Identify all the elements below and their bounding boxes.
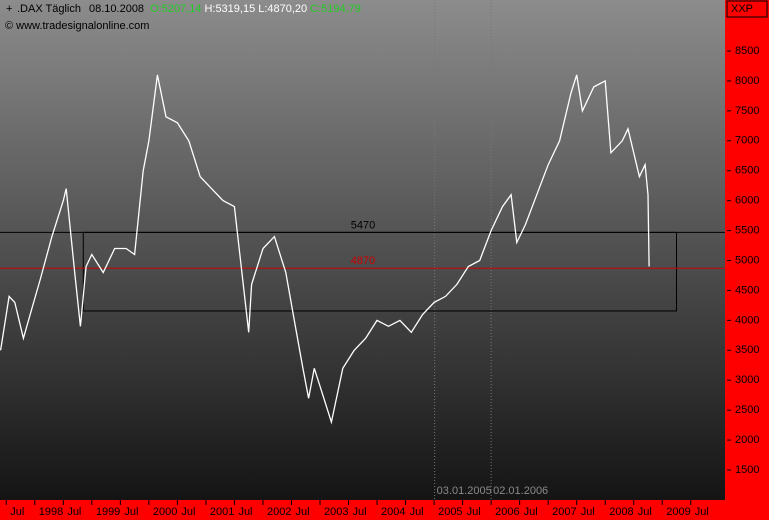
x-tick-label: Jul [238,506,252,518]
y-tick-label: 7000 [735,135,759,147]
x-tick-label: 1999 [96,506,120,518]
x-tick-label: Jul [295,506,309,518]
x-tick-label: 2001 [210,506,234,518]
y-tick-label: 1500 [735,464,759,476]
x-tick-label: 1998 [39,506,63,518]
y-tick-label: 5500 [735,224,759,236]
symbol: .DAX Täglich [17,3,81,15]
y-tick-label: 5000 [735,254,759,266]
x-tick-label: 2007 [552,506,576,518]
x-tick-label: Jul [467,506,481,518]
x-tick-label: Jul [524,506,538,518]
header: .DAX Täglich 08.10.2008 O:5207,14 H:5319,15… [17,3,361,15]
plot-background [0,0,725,500]
x-tick-label: Jul [124,506,138,518]
y-tick-label: 2000 [735,434,759,446]
y-tick-label: 8000 [735,75,759,87]
x-tick-label: Jul [410,506,424,518]
x-tick-label: 2002 [267,506,291,518]
y-tick-label: 4500 [735,284,759,296]
x-tick-label: 2004 [381,506,405,518]
x-tick-label: 2000 [153,506,177,518]
x-tick-label: 2003 [324,506,348,518]
x-tick-label: Jul [67,506,81,518]
x-tick-label: 2006 [495,506,519,518]
axis-badge: XXP [731,3,753,15]
x-tick-label: Jul [181,506,195,518]
quote-item: H:5319,15 [204,3,255,15]
x-tick-label: 2008 [609,506,633,518]
x-tick-label: Jul [695,506,709,518]
y-tick-label: 8500 [735,45,759,57]
quote-item: C:5194,79 [310,3,361,15]
y-tick-label: 4000 [735,314,759,326]
date-line-label: 02.01.2006 [493,485,548,497]
quote-item: L:4870,20 [258,3,307,15]
x-tick-label: Jul [581,506,595,518]
y-tick-label: 6500 [735,165,759,177]
date: 08.10.2008 [89,3,144,15]
x-tick-label: 2005 [438,506,462,518]
y-tick-label: 2500 [735,404,759,416]
axis-badge-box [726,0,768,18]
x-tick-label: Jul [10,506,24,518]
level-label: 5470 [351,219,375,231]
x-tick-label: Jul [353,506,367,518]
level-label: 4870 [351,255,375,267]
cross-icon: + [6,3,12,15]
y-tick-label: 3500 [735,344,759,356]
x-tick-label: Jul [638,506,652,518]
date-line-label: 03.01.2005 [437,485,492,497]
source: © www.tradesignalonline.com [5,20,149,32]
y-tick-label: 6000 [735,195,759,207]
x-tick-label: 2009 [666,506,690,518]
y-tick-label: 3000 [735,374,759,386]
y-axis-panel [725,0,769,520]
y-tick-label: 7500 [735,105,759,117]
quote-item: O:5207,14 [150,3,201,15]
price-line [0,74,650,425]
